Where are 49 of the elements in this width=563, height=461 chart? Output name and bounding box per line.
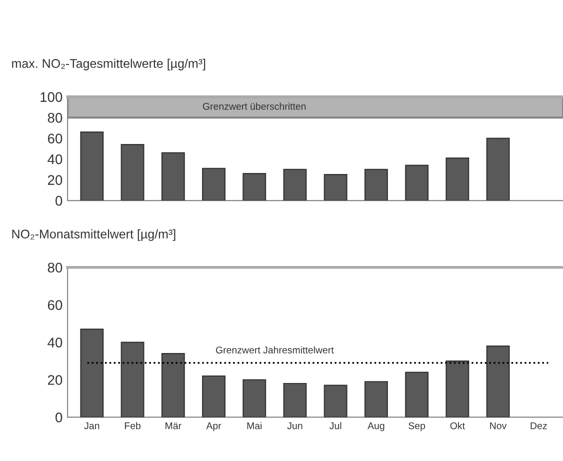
y-tick-label: 0 xyxy=(56,196,62,206)
bar xyxy=(364,168,388,201)
bar xyxy=(242,173,266,201)
y-tick-label: 60 xyxy=(48,134,62,144)
bar xyxy=(486,138,510,201)
bar xyxy=(242,379,266,418)
bar xyxy=(80,328,104,418)
bar xyxy=(324,174,348,201)
y-tick-label: 60 xyxy=(48,300,62,310)
bar xyxy=(486,345,510,418)
y-tick-label: 100 xyxy=(40,92,62,102)
y-tick-label: 20 xyxy=(48,375,62,385)
bar xyxy=(202,375,226,418)
ref-line-label: Grenzwert Jahresmittelwert xyxy=(216,346,334,354)
bar xyxy=(283,168,307,201)
y-tick-label: 20 xyxy=(48,175,62,185)
y-tick-label: 0 xyxy=(56,412,62,422)
x-tick-label: Sep xyxy=(408,422,426,432)
x-tick-label: Nov xyxy=(490,422,507,430)
band-label: Grenzwert überschritten xyxy=(202,102,306,110)
bar xyxy=(161,352,185,418)
x-tick-label: Jun xyxy=(287,422,302,430)
x-tick-label: Aug xyxy=(368,422,384,432)
bar xyxy=(120,342,144,418)
x-tick-label: Jul xyxy=(330,422,342,430)
x-tick-label: Feb xyxy=(124,422,141,430)
bar xyxy=(80,132,104,201)
x-tick-label: Mai xyxy=(247,422,262,430)
bar xyxy=(405,372,429,418)
bar xyxy=(324,384,348,418)
x-tick-label: Apr xyxy=(206,422,222,432)
y-tick-label: 80 xyxy=(48,112,62,123)
bar xyxy=(446,360,470,418)
x-tick-label: Jan xyxy=(84,422,100,430)
y-tick-label: 40 xyxy=(48,338,62,348)
y-tick-label: 80 xyxy=(48,262,62,273)
bar xyxy=(364,381,388,418)
y-tick-label: 40 xyxy=(48,154,62,164)
bar xyxy=(446,157,470,201)
chart-title: NO₂-Monatsmittelwert [µg/m³] xyxy=(12,229,176,241)
bar xyxy=(161,152,185,201)
chart-title: max. NO₂-Tagesmittelwerte [µg/m³] xyxy=(12,58,206,70)
x-tick-label: Okt xyxy=(450,422,465,430)
bar xyxy=(120,144,144,201)
bar xyxy=(202,168,226,201)
x-tick-label: Mär xyxy=(166,422,182,430)
x-tick-label: Dez xyxy=(530,422,547,430)
bar xyxy=(283,382,307,418)
bar xyxy=(405,164,429,201)
